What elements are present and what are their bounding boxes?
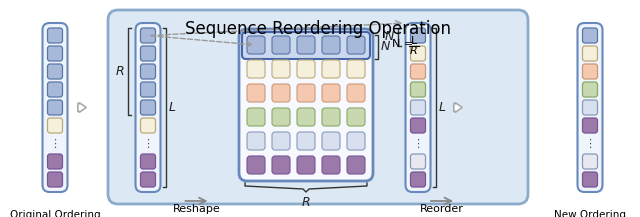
Text: R: R — [116, 65, 125, 78]
Text: Sequence Reordering Operation: Sequence Reordering Operation — [185, 20, 451, 38]
FancyBboxPatch shape — [582, 154, 598, 169]
Text: N =: N = — [392, 39, 413, 49]
FancyBboxPatch shape — [582, 64, 598, 79]
FancyBboxPatch shape — [272, 60, 290, 78]
FancyBboxPatch shape — [297, 156, 315, 174]
FancyBboxPatch shape — [247, 108, 265, 126]
FancyBboxPatch shape — [47, 172, 63, 187]
FancyBboxPatch shape — [108, 10, 528, 204]
FancyBboxPatch shape — [347, 108, 365, 126]
Text: R: R — [301, 196, 310, 209]
FancyBboxPatch shape — [347, 36, 365, 54]
FancyBboxPatch shape — [272, 108, 290, 126]
FancyBboxPatch shape — [272, 156, 290, 174]
Text: ⋮: ⋮ — [412, 138, 424, 148]
FancyBboxPatch shape — [582, 46, 598, 61]
FancyBboxPatch shape — [141, 118, 156, 133]
FancyBboxPatch shape — [582, 82, 598, 97]
FancyBboxPatch shape — [47, 64, 63, 79]
FancyBboxPatch shape — [141, 28, 156, 43]
Text: L: L — [168, 101, 175, 114]
FancyBboxPatch shape — [297, 84, 315, 102]
FancyBboxPatch shape — [322, 84, 340, 102]
Text: N: N — [385, 31, 394, 43]
FancyBboxPatch shape — [322, 156, 340, 174]
FancyBboxPatch shape — [347, 156, 365, 174]
FancyBboxPatch shape — [322, 60, 340, 78]
FancyArrow shape — [454, 103, 462, 112]
FancyBboxPatch shape — [410, 100, 426, 115]
FancyBboxPatch shape — [247, 36, 265, 54]
Text: N: N — [381, 41, 390, 54]
FancyBboxPatch shape — [42, 23, 67, 192]
FancyBboxPatch shape — [582, 100, 598, 115]
FancyBboxPatch shape — [47, 100, 63, 115]
FancyBboxPatch shape — [141, 64, 156, 79]
FancyBboxPatch shape — [322, 108, 340, 126]
FancyBboxPatch shape — [242, 32, 370, 59]
FancyBboxPatch shape — [297, 132, 315, 150]
Text: New Ordering: New Ordering — [554, 210, 626, 217]
FancyBboxPatch shape — [47, 82, 63, 97]
FancyBboxPatch shape — [141, 100, 156, 115]
FancyBboxPatch shape — [582, 172, 598, 187]
FancyBboxPatch shape — [297, 36, 315, 54]
FancyBboxPatch shape — [239, 29, 373, 181]
FancyBboxPatch shape — [297, 108, 315, 126]
FancyBboxPatch shape — [272, 132, 290, 150]
FancyBboxPatch shape — [322, 132, 340, 150]
FancyBboxPatch shape — [141, 46, 156, 61]
FancyBboxPatch shape — [410, 28, 426, 43]
FancyBboxPatch shape — [347, 132, 365, 150]
FancyBboxPatch shape — [141, 82, 156, 97]
FancyBboxPatch shape — [406, 23, 431, 192]
FancyBboxPatch shape — [410, 64, 426, 79]
Text: L: L — [411, 36, 417, 46]
FancyBboxPatch shape — [272, 36, 290, 54]
Text: L: L — [438, 101, 445, 114]
FancyBboxPatch shape — [141, 172, 156, 187]
FancyBboxPatch shape — [247, 156, 265, 174]
Text: Original Ordering: Original Ordering — [10, 210, 100, 217]
FancyBboxPatch shape — [247, 132, 265, 150]
FancyBboxPatch shape — [47, 46, 63, 61]
FancyBboxPatch shape — [410, 154, 426, 169]
Text: R: R — [410, 46, 418, 56]
Text: ⋮: ⋮ — [49, 138, 61, 148]
FancyBboxPatch shape — [347, 60, 365, 78]
FancyBboxPatch shape — [297, 60, 315, 78]
FancyBboxPatch shape — [247, 84, 265, 102]
FancyBboxPatch shape — [410, 82, 426, 97]
FancyBboxPatch shape — [136, 23, 161, 192]
FancyBboxPatch shape — [582, 28, 598, 43]
FancyBboxPatch shape — [582, 118, 598, 133]
FancyBboxPatch shape — [410, 172, 426, 187]
Text: Reorder: Reorder — [420, 204, 464, 214]
Text: ⋮: ⋮ — [584, 138, 596, 148]
FancyBboxPatch shape — [410, 118, 426, 133]
FancyBboxPatch shape — [247, 60, 265, 78]
FancyBboxPatch shape — [47, 28, 63, 43]
FancyBboxPatch shape — [577, 23, 602, 192]
FancyBboxPatch shape — [47, 154, 63, 169]
FancyBboxPatch shape — [141, 154, 156, 169]
FancyArrow shape — [78, 103, 86, 112]
FancyBboxPatch shape — [272, 84, 290, 102]
Text: ⋮: ⋮ — [143, 138, 154, 148]
Text: Reshape: Reshape — [173, 204, 220, 214]
FancyBboxPatch shape — [347, 84, 365, 102]
FancyBboxPatch shape — [410, 46, 426, 61]
FancyBboxPatch shape — [322, 36, 340, 54]
FancyBboxPatch shape — [47, 118, 63, 133]
